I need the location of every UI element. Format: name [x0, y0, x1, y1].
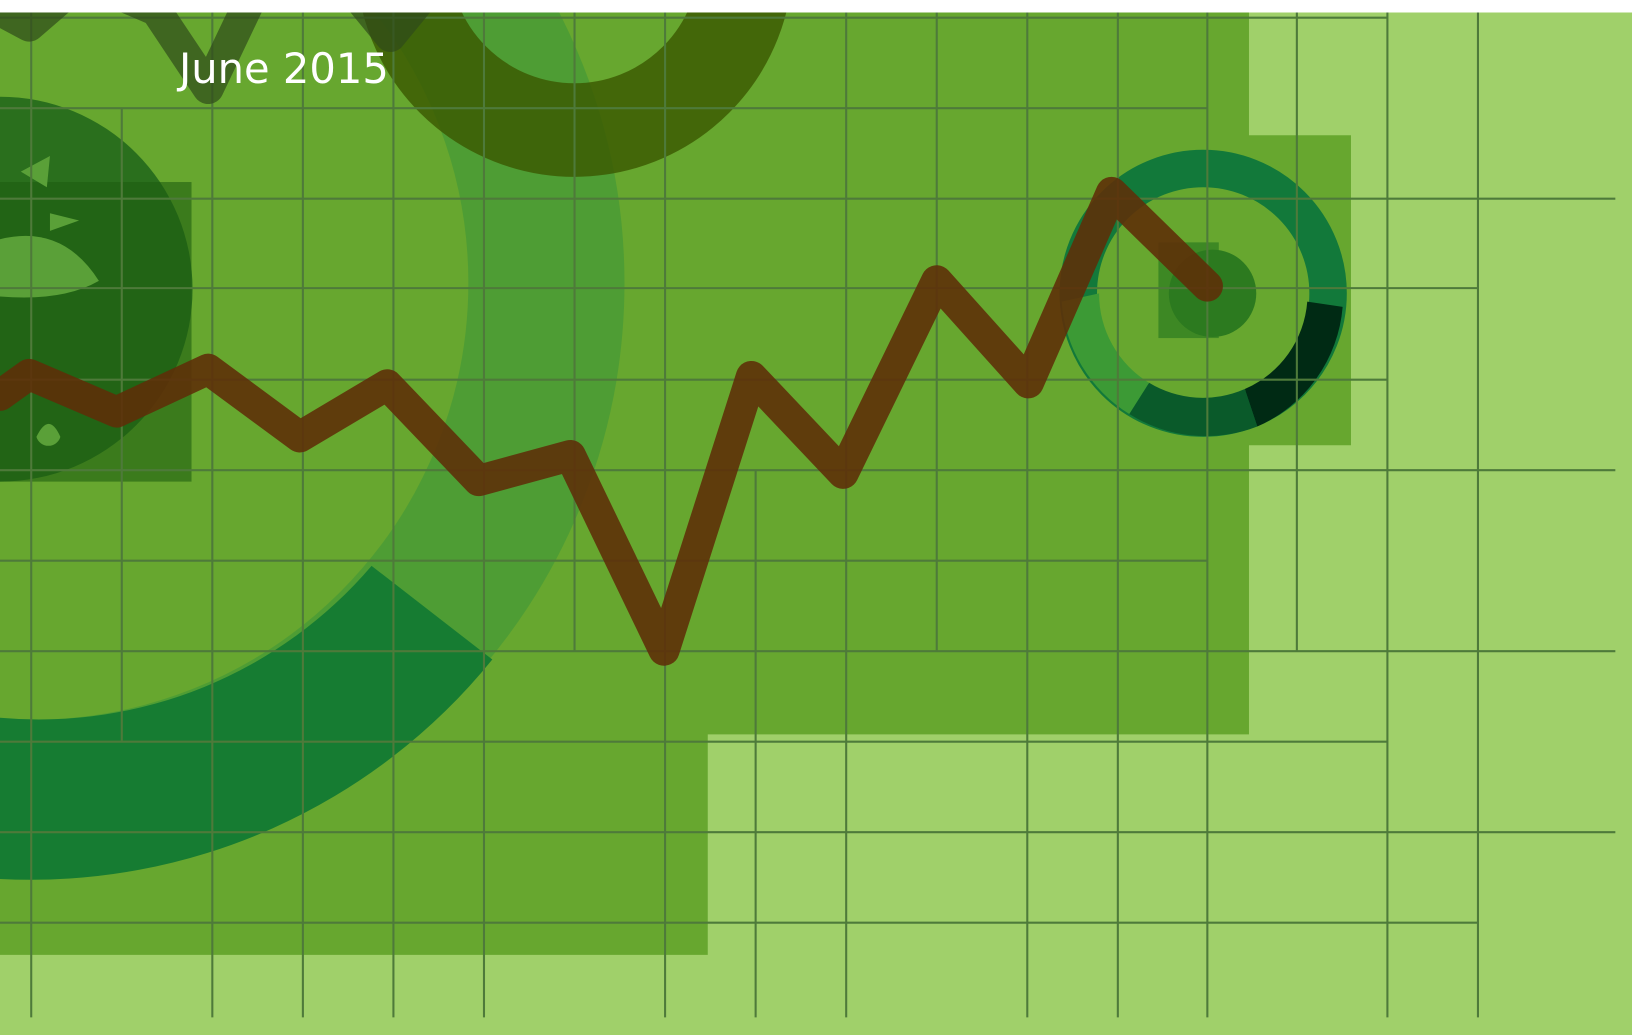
- cover-art: June 2015: [0, 0, 1632, 1035]
- date-label: June 2015: [176, 44, 389, 93]
- page: {"cover": {"date": "June 2015"}}: [0, 0, 1632, 1035]
- top-strip: [0, 0, 1632, 12]
